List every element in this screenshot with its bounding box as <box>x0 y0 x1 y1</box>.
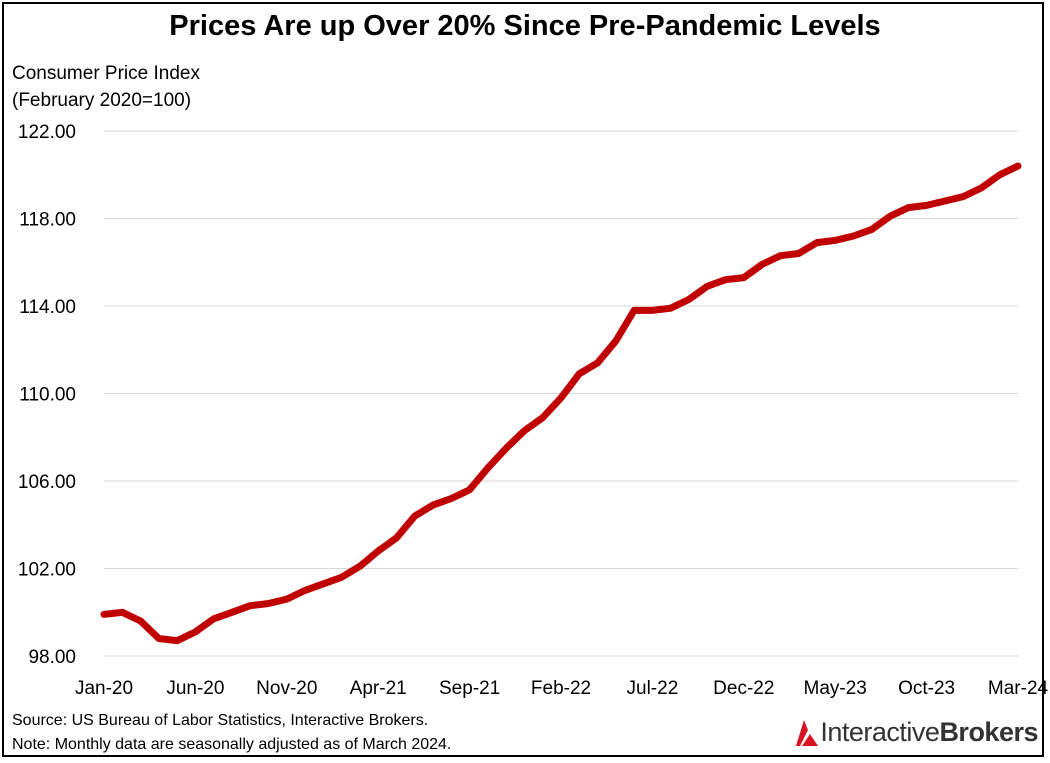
data-point <box>871 228 873 230</box>
data-point <box>487 467 489 469</box>
source-note: Source: US Bureau of Labor Statistics, I… <box>12 712 429 729</box>
y-tick-label: 98.00 <box>28 647 76 668</box>
x-tick-label: Sep-21 <box>439 678 500 699</box>
data-point <box>560 397 562 399</box>
data-point <box>395 537 397 539</box>
x-tick-label: Dec-22 <box>713 678 774 699</box>
data-point <box>542 417 544 419</box>
data-point <box>743 277 745 279</box>
data-point <box>779 255 781 257</box>
data-point <box>322 583 324 585</box>
data-point <box>103 613 105 615</box>
data-point <box>907 207 909 209</box>
y-tick-label: 114.00 <box>19 297 76 318</box>
data-point <box>852 235 854 237</box>
x-tick-label: Jun-20 <box>166 678 224 699</box>
data-point <box>633 309 635 311</box>
x-tick-label: May-23 <box>804 678 867 699</box>
logo-text-part2: Brokers <box>939 717 1038 747</box>
y-tick-label: 102.00 <box>18 560 76 581</box>
data-point <box>304 589 306 591</box>
data-point <box>450 498 452 499</box>
data-point <box>432 504 434 506</box>
data-point <box>377 550 379 552</box>
data-point <box>286 598 288 600</box>
data-point <box>706 285 708 287</box>
y-axis-ticks: 98.00 102.00 106.00 110.00 114.00 118.00 122.0… <box>18 122 76 668</box>
data-point <box>688 298 690 300</box>
y-tick-label: 106.00 <box>18 472 76 493</box>
data-point <box>725 279 727 281</box>
data-point <box>249 605 251 607</box>
x-tick-label: Jul-22 <box>627 678 679 699</box>
x-tick-label: Feb-22 <box>531 678 591 699</box>
gridlines <box>104 130 1018 657</box>
series-line-cpi <box>100 162 1022 645</box>
x-axis-ticks: Jan-20 Jun-20 Nov-20 Apr-21 Sep-21 Feb-22 Jul-… <box>75 678 1049 699</box>
data-point <box>889 215 891 217</box>
data-point <box>962 196 964 198</box>
data-point <box>341 576 343 578</box>
data-point <box>980 187 982 189</box>
x-tick-label: Jan-20 <box>75 678 133 699</box>
y-tick-label: 110.00 <box>19 385 76 406</box>
y-tick-label: 122.00 <box>18 122 76 143</box>
logo-text: InteractiveBrokers <box>820 717 1038 748</box>
data-point <box>194 631 196 633</box>
data-point <box>597 362 599 364</box>
series-group <box>100 162 1022 645</box>
data-point <box>231 611 233 613</box>
y-axis-label-line-1: Consumer Price Index <box>12 63 200 84</box>
logo-text-part1: Interactive <box>820 717 940 747</box>
data-point <box>268 603 270 604</box>
ib-mark-icon <box>796 719 819 746</box>
y-axis-label: Consumer Price Index (February 2020=100) <box>12 60 200 114</box>
data-point <box>999 174 1001 176</box>
data-point <box>816 242 818 244</box>
x-tick-label: Mar-24 <box>988 678 1049 699</box>
chart-footer: Source: US Bureau of Labor Statistics, I… <box>12 709 451 757</box>
data-point <box>651 309 653 311</box>
data-point <box>505 447 507 449</box>
data-point <box>213 618 215 620</box>
data-point <box>798 253 800 254</box>
data-point <box>121 611 123 613</box>
data-point <box>469 489 471 491</box>
data-point <box>761 263 763 265</box>
data-point <box>944 200 946 202</box>
x-tick-label: Oct-23 <box>898 678 955 699</box>
data-note: Note: Monthly data are seasonally adjust… <box>12 736 452 753</box>
data-point <box>158 638 160 639</box>
data-point <box>359 565 361 567</box>
data-point <box>834 239 836 241</box>
data-point <box>176 640 178 642</box>
y-axis-label-line-2: (February 2020=100) <box>12 90 192 111</box>
data-point <box>414 515 416 517</box>
data-point <box>926 204 928 206</box>
chart-title: Prices Are up Over 20% Since Pre-Pandemi… <box>169 10 881 42</box>
x-tick-label: Nov-20 <box>256 678 317 699</box>
data-point <box>140 620 142 622</box>
data-point <box>615 340 617 342</box>
x-tick-label: Apr-21 <box>350 678 407 699</box>
y-tick-label: 118.00 <box>19 210 76 231</box>
data-point <box>670 307 672 309</box>
data-point <box>523 430 525 432</box>
interactive-brokers-logo: InteractiveBrokers <box>794 717 1038 748</box>
data-point <box>578 373 580 375</box>
data-point <box>1017 165 1019 167</box>
